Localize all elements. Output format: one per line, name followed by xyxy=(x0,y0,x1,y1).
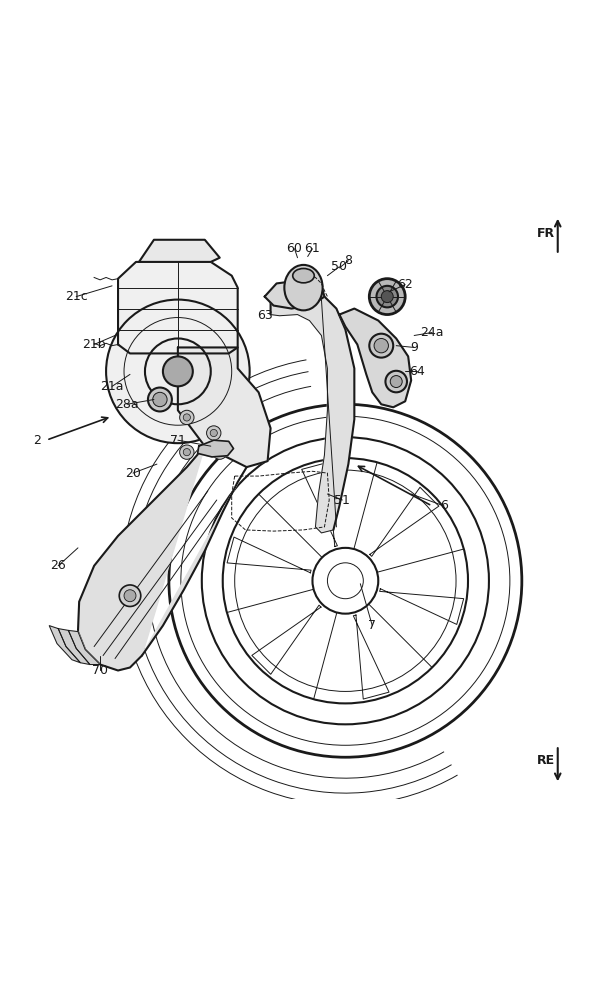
Polygon shape xyxy=(118,262,237,353)
Text: 7: 7 xyxy=(368,619,376,632)
Polygon shape xyxy=(270,279,355,533)
Text: 9: 9 xyxy=(410,341,418,354)
Polygon shape xyxy=(49,626,81,663)
Polygon shape xyxy=(69,630,100,665)
Circle shape xyxy=(153,392,167,407)
Text: 20: 20 xyxy=(125,467,141,480)
Polygon shape xyxy=(340,309,411,407)
Circle shape xyxy=(376,286,398,307)
Polygon shape xyxy=(58,629,90,665)
Circle shape xyxy=(183,449,191,456)
Ellipse shape xyxy=(293,268,314,283)
Circle shape xyxy=(369,334,393,358)
Polygon shape xyxy=(198,440,234,457)
Text: 61: 61 xyxy=(305,242,320,255)
Polygon shape xyxy=(264,280,325,309)
Circle shape xyxy=(183,414,191,421)
Text: 64: 64 xyxy=(409,365,425,378)
Text: 21a: 21a xyxy=(100,380,124,393)
Circle shape xyxy=(207,426,221,440)
Circle shape xyxy=(381,291,393,303)
Circle shape xyxy=(180,445,194,459)
Circle shape xyxy=(124,590,136,602)
Circle shape xyxy=(210,429,218,437)
Text: FR: FR xyxy=(537,227,555,240)
Circle shape xyxy=(106,300,249,443)
Circle shape xyxy=(213,445,227,459)
Text: 6: 6 xyxy=(440,499,448,512)
Text: 21b: 21b xyxy=(82,338,106,351)
Text: 24a: 24a xyxy=(420,326,444,339)
Polygon shape xyxy=(78,446,246,670)
Text: 2: 2 xyxy=(33,434,41,447)
Text: 62: 62 xyxy=(397,278,413,291)
Text: 8: 8 xyxy=(344,254,352,267)
Text: 28a: 28a xyxy=(115,398,139,411)
Polygon shape xyxy=(139,240,220,262)
Text: 70: 70 xyxy=(92,664,108,677)
Circle shape xyxy=(390,376,402,388)
Circle shape xyxy=(180,410,194,425)
Circle shape xyxy=(216,449,224,456)
Text: 63: 63 xyxy=(257,309,272,322)
Circle shape xyxy=(148,388,172,411)
Ellipse shape xyxy=(284,265,323,310)
Circle shape xyxy=(119,585,141,606)
Circle shape xyxy=(369,279,405,315)
Circle shape xyxy=(163,356,193,386)
Text: 50: 50 xyxy=(331,260,347,273)
Text: 71: 71 xyxy=(170,434,186,447)
Text: 21c: 21c xyxy=(65,290,88,303)
Text: 60: 60 xyxy=(287,242,302,255)
Circle shape xyxy=(374,338,388,353)
Polygon shape xyxy=(178,347,270,467)
Text: 26: 26 xyxy=(50,559,66,572)
Text: 51: 51 xyxy=(334,493,350,506)
Circle shape xyxy=(385,371,407,392)
Text: RE: RE xyxy=(537,754,555,767)
